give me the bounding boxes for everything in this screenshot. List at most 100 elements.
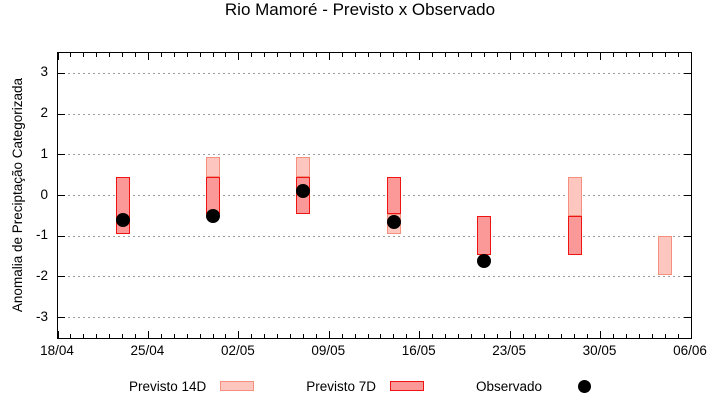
x-minor-tick-mark bbox=[664, 334, 666, 338]
gridline bbox=[58, 276, 691, 278]
legend: Previsto 14D Previsto 7D Observado bbox=[0, 376, 720, 396]
plot-area bbox=[57, 52, 692, 339]
x-minor-tick-mark bbox=[651, 53, 653, 57]
x-major-tick-mark bbox=[509, 53, 511, 60]
x-minor-tick-mark bbox=[199, 53, 201, 57]
x-tick-label: 06/06 bbox=[673, 343, 707, 358]
x-minor-tick-mark bbox=[470, 53, 472, 57]
x-minor-tick-mark bbox=[393, 53, 395, 57]
forecast-bar-previsto-7d bbox=[477, 215, 492, 255]
x-minor-tick-mark bbox=[290, 53, 292, 57]
x-minor-tick-mark bbox=[225, 53, 227, 57]
previsto-14d-swatch-icon bbox=[220, 381, 255, 391]
x-minor-tick-mark bbox=[264, 53, 266, 57]
legend-item-previsto-14d: Previsto 14D bbox=[128, 378, 255, 394]
x-minor-tick-mark bbox=[406, 53, 408, 57]
gridline bbox=[58, 235, 691, 237]
chart-title: Rio Mamoré - Previsto x Observado bbox=[224, 0, 496, 19]
observed-point bbox=[477, 253, 492, 268]
x-minor-tick-mark bbox=[625, 334, 627, 338]
x-minor-tick-mark bbox=[70, 334, 72, 338]
x-minor-tick-mark bbox=[212, 334, 214, 338]
x-tick-label: 02/05 bbox=[220, 343, 255, 358]
y-tick-label: -2 bbox=[35, 267, 48, 283]
x-tick-label: 25/04 bbox=[130, 343, 165, 358]
x-minor-tick-mark bbox=[677, 334, 679, 338]
x-minor-tick-mark bbox=[290, 334, 292, 338]
x-minor-tick-mark bbox=[160, 53, 162, 57]
x-minor-tick-mark bbox=[638, 53, 640, 57]
x-major-tick-mark bbox=[57, 331, 59, 338]
y-tick-mark bbox=[58, 154, 65, 156]
forecast-bar-previsto-14d bbox=[567, 177, 582, 216]
x-minor-tick-mark bbox=[302, 53, 304, 57]
x-major-tick-mark bbox=[600, 331, 602, 338]
legend-label-observado: Observado bbox=[476, 378, 543, 394]
forecast-bar-previsto-7d bbox=[567, 215, 582, 255]
legend-label-previsto-14d: Previsto 14D bbox=[128, 378, 207, 394]
observed-point bbox=[206, 208, 221, 223]
x-minor-tick-mark bbox=[548, 334, 550, 338]
x-minor-tick-mark bbox=[535, 53, 537, 57]
x-minor-tick-mark bbox=[367, 334, 369, 338]
x-minor-tick-mark bbox=[341, 334, 343, 338]
x-minor-tick-mark bbox=[186, 334, 188, 338]
y-tick-mark bbox=[684, 154, 691, 156]
x-major-tick-mark bbox=[509, 331, 511, 338]
x-minor-tick-mark bbox=[445, 334, 447, 338]
y-tick-label: 0 bbox=[40, 186, 48, 202]
x-major-tick-mark bbox=[419, 331, 421, 338]
forecast-bar-previsto-7d bbox=[386, 177, 401, 214]
legend-item-observado: Observado bbox=[476, 378, 592, 394]
x-minor-tick-mark bbox=[277, 334, 279, 338]
x-minor-tick-mark bbox=[483, 53, 485, 57]
y-tick-label: -3 bbox=[35, 308, 48, 324]
x-minor-tick-mark bbox=[612, 334, 614, 338]
previsto-7d-swatch-icon bbox=[390, 381, 425, 391]
x-minor-tick-mark bbox=[70, 53, 72, 57]
x-minor-tick-mark bbox=[574, 53, 576, 57]
x-major-tick-mark bbox=[57, 53, 59, 60]
x-minor-tick-mark bbox=[406, 334, 408, 338]
forecast-bar-previsto-14d bbox=[658, 236, 673, 275]
y-tick-mark bbox=[58, 195, 65, 196]
observado-dot-icon bbox=[578, 379, 592, 393]
x-minor-tick-mark bbox=[625, 53, 627, 57]
y-tick-mark bbox=[684, 72, 691, 74]
x-minor-tick-mark bbox=[470, 334, 472, 338]
x-major-tick-mark bbox=[328, 53, 330, 60]
forecast-bar-previsto-14d bbox=[296, 156, 311, 178]
x-minor-tick-mark bbox=[173, 53, 175, 57]
x-minor-tick-mark bbox=[251, 53, 253, 57]
x-minor-tick-mark bbox=[96, 334, 98, 338]
x-minor-tick-mark bbox=[199, 334, 201, 338]
y-tick-label: 1 bbox=[40, 145, 48, 161]
observed-point bbox=[386, 214, 401, 229]
legend-item-previsto-7d: Previsto 7D bbox=[306, 379, 425, 394]
x-minor-tick-mark bbox=[638, 334, 640, 338]
y-tick-mark bbox=[684, 276, 691, 278]
x-major-tick-mark bbox=[419, 53, 421, 60]
y-tick-label: 3 bbox=[40, 64, 48, 80]
y-tick-mark bbox=[58, 72, 65, 74]
x-minor-tick-mark bbox=[587, 53, 589, 57]
x-minor-tick-mark bbox=[135, 53, 136, 57]
y-tick-mark bbox=[58, 113, 65, 115]
x-minor-tick-mark bbox=[677, 53, 679, 57]
x-minor-tick-mark bbox=[522, 53, 524, 57]
gridline bbox=[58, 154, 691, 156]
x-minor-tick-mark bbox=[302, 334, 304, 338]
x-minor-tick-mark bbox=[380, 334, 382, 338]
x-minor-tick-mark bbox=[380, 53, 382, 57]
x-tick-label: 16/05 bbox=[401, 343, 436, 358]
observed-point bbox=[115, 212, 130, 227]
x-minor-tick-mark bbox=[315, 53, 317, 57]
forecast-bar-previsto-14d bbox=[206, 156, 221, 178]
y-tick-mark bbox=[58, 235, 65, 237]
y-tick-mark bbox=[684, 113, 691, 115]
x-minor-tick-mark bbox=[561, 334, 563, 338]
x-minor-tick-mark bbox=[457, 53, 459, 57]
x-minor-tick-mark bbox=[122, 53, 124, 57]
x-minor-tick-mark bbox=[457, 334, 459, 338]
